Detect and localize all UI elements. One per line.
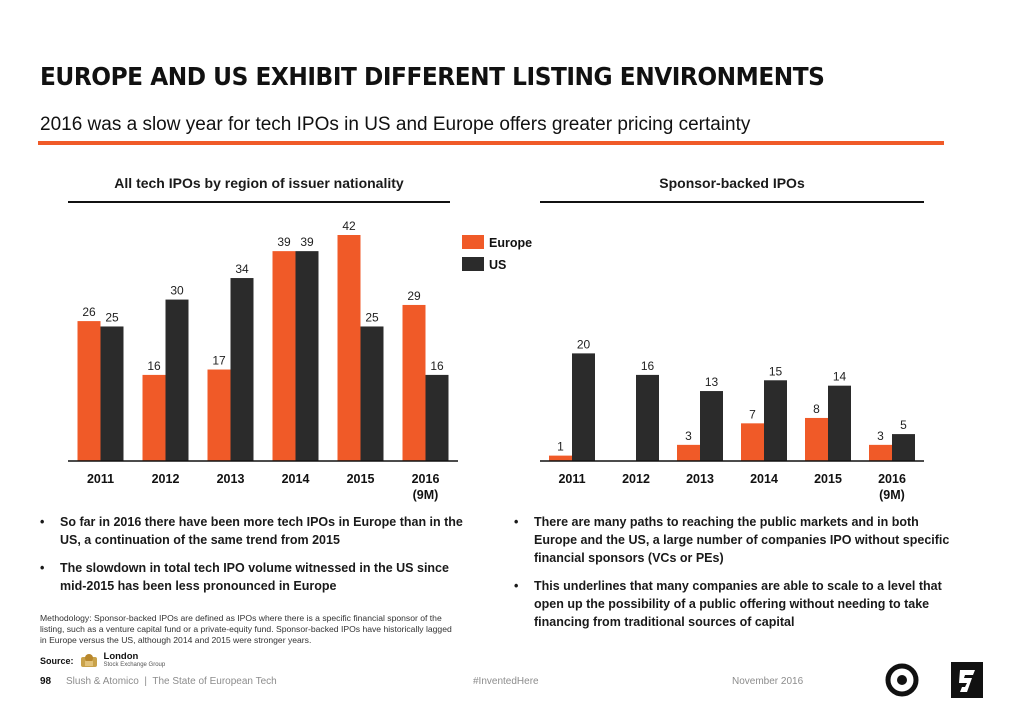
source-name: London [103,651,139,662]
page-number: 98 [40,676,52,687]
x-tick-sublabel: (9M) [413,488,439,502]
data-label: 17 [212,354,226,368]
legend-label-europe: Europe [489,236,532,250]
bar-us-2014 [764,380,787,461]
left-bullet-item: So far in 2016 there have been more tech… [38,513,478,549]
data-label: 3 [685,429,692,443]
data-label: 25 [365,310,379,324]
data-label: 20 [577,337,591,351]
bar-us-2011 [572,353,595,461]
x-tick-label: 2016 [878,472,906,486]
x-tick-label: 2012 [622,472,650,486]
bar-europe-2011 [77,321,101,461]
bar-europe-2016 [402,304,426,461]
bar-us-2015 [828,385,851,461]
left-bullet-item: The slowdown in total tech IPO volume wi… [38,559,478,595]
legend-label-us: US [489,258,506,272]
data-label: 25 [105,310,119,324]
bar-us-2014 [295,251,319,461]
source-sub: Stock Exchange Group [103,662,166,668]
data-label: 15 [769,364,783,378]
left-bullet-list: So far in 2016 there have been more tech… [38,513,478,605]
bar-us-2013 [700,391,723,461]
x-tick-label: 2011 [87,472,114,486]
page-title: EUROPE AND US EXHIBIT DIFFERENT LISTING … [40,62,825,91]
left-chart-rule [68,201,450,203]
bar-europe-2015 [337,235,361,461]
data-label: 26 [82,305,96,319]
bar-europe-2013 [207,369,231,461]
data-label: 13 [705,375,719,389]
bar-europe-2011 [549,455,572,461]
data-label: 3 [877,429,884,443]
lse-crest-icon [80,654,97,667]
source-line: Source: London Stock Exchange Group [40,652,165,670]
x-tick-label: 2015 [814,472,842,486]
right-chart-rule [540,201,924,203]
bar-europe-2014 [272,251,296,461]
x-tick-label: 2013 [217,472,245,486]
methodology-note: Methodology: Sponsor-backed IPOs are def… [40,613,452,645]
bar-us-2016 [892,434,915,461]
slush-logo-icon [885,663,919,697]
x-tick-label: 2011 [558,472,585,486]
data-label: 14 [833,370,847,384]
bar-us-2012 [636,374,659,461]
data-label: 8 [813,402,820,416]
right-bullet-list: There are many paths to reaching the pub… [512,513,952,641]
left-chart: 26 25 2011 16 30 2012 17 34 2013 39 39 2014 42 25 2015… [68,219,532,502]
right-bullet-item: This underlines that many companies are … [512,577,952,631]
footer-date: November 2016 [732,676,804,687]
data-label: 16 [641,359,655,373]
data-label: 5 [900,418,907,432]
left-chart-title: All tech IPOs by region of issuer nation… [114,175,404,191]
data-label: 42 [342,219,356,233]
x-tick-label: 2014 [750,472,778,486]
title-divider [38,141,944,145]
data-label: 39 [277,235,291,249]
data-label: 16 [430,359,444,373]
right-chart-title: Sponsor-backed IPOs [659,175,805,191]
data-label: 39 [300,235,314,249]
bar-europe-2015 [805,417,828,461]
page-subtitle: 2016 was a slow year for tech IPOs in US… [40,114,751,135]
footer-hashtag: #InventedHere [473,676,539,687]
bar-us-2016 [425,374,449,461]
x-tick-sublabel: (9M) [879,488,905,502]
x-tick-label: 2015 [347,472,375,486]
right-chart: 1 20 2011 16 2012 3 13 2013 7 15 2014 8 14 2015 3 5 2016… [540,337,924,502]
bar-us-2013 [230,278,254,461]
legend-swatch-us [462,257,484,271]
x-tick-label: 2012 [152,472,180,486]
data-label: 1 [557,440,564,454]
footer-report: Slush & Atomico | The State of European … [66,676,277,687]
bar-us-2011 [100,326,124,461]
bar-europe-2012 [142,374,166,461]
data-label: 34 [235,262,249,276]
bar-europe-2013 [677,444,700,461]
bar-us-2012 [165,299,189,461]
bar-europe-2016 [869,444,892,461]
source-label: Source: [40,656,74,666]
right-bullet-item: There are many paths to reaching the pub… [512,513,952,567]
bar-us-2015 [360,326,384,461]
bar-europe-2014 [741,423,764,461]
x-tick-label: 2016 [412,472,440,486]
data-label: 30 [170,284,184,298]
data-label: 16 [147,359,161,373]
x-tick-label: 2014 [282,472,310,486]
legend-swatch-europe [462,235,484,249]
atomico-logo-icon [951,662,983,698]
data-label: 7 [749,407,756,421]
x-tick-label: 2013 [686,472,714,486]
data-label: 29 [407,289,421,303]
